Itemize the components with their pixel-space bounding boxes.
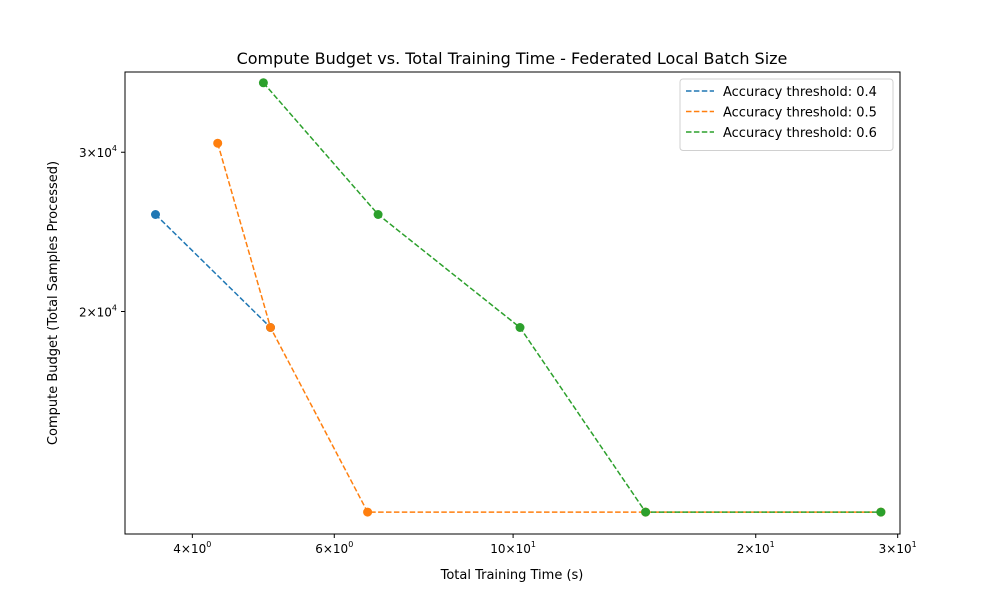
data-point: [213, 138, 223, 148]
legend-box: [679, 78, 894, 151]
plot-area: [151, 78, 886, 517]
y-axis-label: Compute Budget (Total Samples Processed): [46, 161, 61, 445]
series-line-0: [154, 213, 272, 329]
data-point: [876, 507, 886, 517]
data-point: [151, 210, 160, 219]
legend-label: Accuracy threshold: 0.5: [723, 106, 877, 121]
data-point: [258, 78, 268, 88]
data-point: [641, 507, 651, 517]
plot-frame: [124, 71, 901, 535]
x-axis-label: Total Training Time (s): [440, 568, 584, 583]
y-tick-label: 2×104: [79, 303, 117, 319]
x-tick-label: 10×101: [490, 540, 536, 556]
legend-label: Accuracy threshold: 0.4: [723, 85, 877, 100]
data-point: [266, 323, 275, 332]
y-tick-label: 3×104: [79, 144, 117, 160]
data-point: [373, 210, 383, 219]
chart-title: Compute Budget vs. Total Training Time -…: [237, 49, 788, 68]
legend: Accuracy threshold: 0.4 Accuracy threshol…: [679, 78, 894, 151]
data-point: [515, 323, 525, 332]
x-tick-label: 4×100: [173, 540, 211, 556]
x-tick-label: 2×101: [737, 540, 775, 556]
x-tick-label: 6×100: [315, 540, 353, 556]
x-tick-label: 3×101: [879, 540, 917, 556]
data-point: [363, 507, 373, 517]
axis-ticks: 4×100 6×100 10×101 2×101 3×101 2×104 3×104: [79, 144, 917, 556]
legend-label: Accuracy threshold: 0.6: [723, 126, 877, 141]
